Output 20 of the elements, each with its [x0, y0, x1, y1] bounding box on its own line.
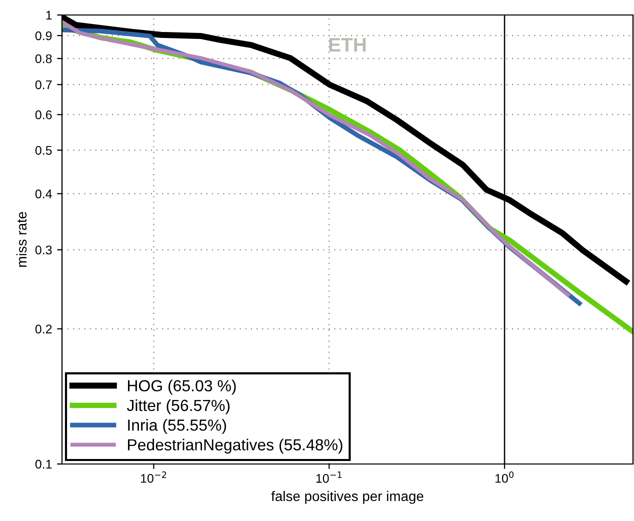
legend-label: HOG (65.03 %)	[128, 380, 236, 395]
legend-label: Jitter (56.57%)	[126, 399, 230, 414]
legend-label: PedestrianNegatives (55.48%)	[128, 438, 342, 454]
y-tick-label: 0.6	[35, 110, 52, 120]
x-tick-label: 10$^{−1}$	[316, 472, 342, 483]
y-tick-label: 0.9	[35, 31, 52, 40]
y-tick-label: 0.7	[35, 80, 52, 90]
y-tick-label: 0.8	[35, 54, 52, 64]
y-tick-label: 0.1	[35, 460, 52, 469]
x-axis-title: false positives per image	[271, 490, 424, 504]
legend-label: Inria (55.55%)	[128, 419, 226, 434]
y-tick-label: 0.5	[35, 146, 52, 155]
y-tick-label: 0.2	[35, 324, 52, 334]
x-tick-label: 10$^{−2}$	[140, 471, 166, 483]
x-tick-label: 10$^{0}$	[495, 471, 514, 483]
y-tick-label: 0.3	[35, 246, 52, 254]
y-axis-title: miss rate	[16, 212, 27, 267]
y-tick-label: 0.4	[35, 189, 52, 198]
annotation: ETH	[329, 38, 366, 52]
y-tick-label: 1	[46, 10, 52, 20]
